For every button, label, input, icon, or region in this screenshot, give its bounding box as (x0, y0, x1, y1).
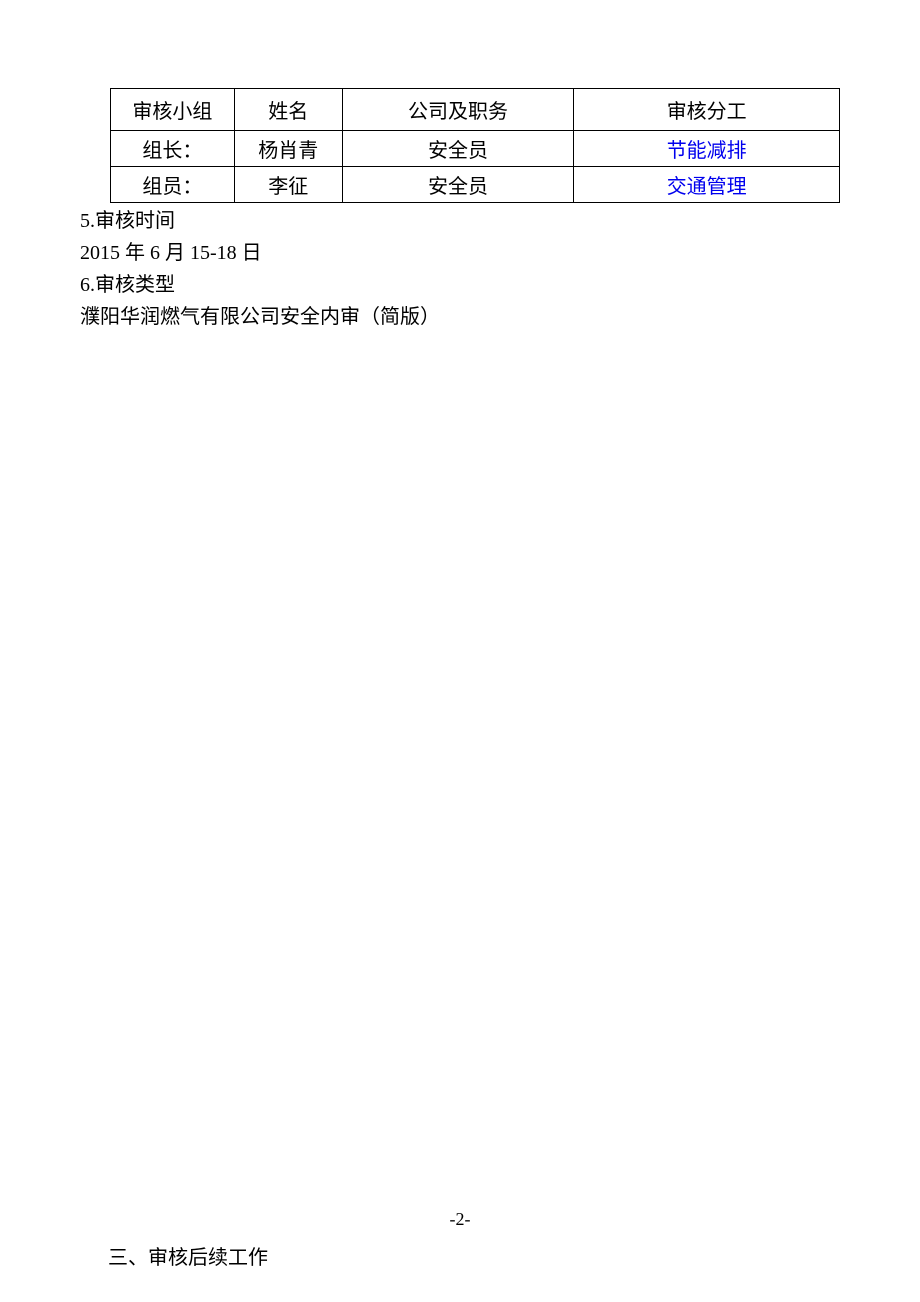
table-row: 组长： 杨肖青 安全员 节能减排 (111, 131, 840, 167)
section-heading-followup: 三、审核后续工作 (108, 1241, 268, 1270)
audit-type-label: 6.审核类型 (80, 271, 840, 299)
audit-type-value: 濮阳华润燃气有限公司安全内审（简版） (80, 303, 840, 331)
cell-name: 杨肖青 (234, 131, 342, 167)
table-header-row: 审核小组 姓名 公司及职务 审核分工 (111, 89, 840, 131)
link-division[interactable]: 节能减排 (667, 140, 747, 162)
link-division[interactable]: 交通管理 (667, 176, 747, 198)
cell-division: 节能减排 (574, 131, 840, 167)
header-division: 审核分工 (574, 89, 840, 131)
cell-name: 李征 (234, 167, 342, 203)
audit-time-label: 5.审核时间 (80, 207, 840, 235)
cell-division: 交通管理 (574, 167, 840, 203)
cell-position: 安全员 (342, 131, 574, 167)
audit-time-value: 2015 年 6 月 15-18 日 (80, 239, 840, 267)
audit-team-table: 审核小组 姓名 公司及职务 审核分工 组长： 杨肖青 安全员 节能减排 组员： … (110, 88, 840, 203)
header-position: 公司及职务 (342, 89, 574, 131)
page-number: -2- (0, 1209, 920, 1230)
cell-group: 组长： (111, 131, 235, 167)
cell-position: 安全员 (342, 167, 574, 203)
table-row: 组员： 李征 安全员 交通管理 (111, 167, 840, 203)
cell-group: 组员： (111, 167, 235, 203)
header-name: 姓名 (234, 89, 342, 131)
header-group: 审核小组 (111, 89, 235, 131)
